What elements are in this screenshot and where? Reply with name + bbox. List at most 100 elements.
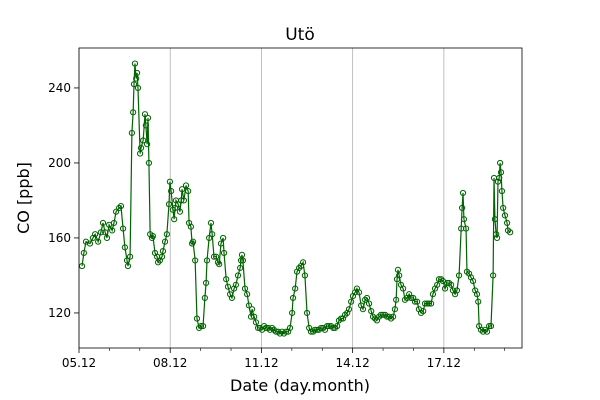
data-point — [217, 240, 225, 247]
data-point — [459, 189, 467, 197]
data-point — [389, 313, 397, 320]
data-point — [289, 309, 296, 317]
data-point — [241, 285, 249, 292]
data-point — [475, 298, 482, 305]
data-point — [117, 202, 125, 210]
data-point — [448, 281, 455, 288]
data-point — [410, 294, 417, 302]
data-line — [81, 63, 511, 335]
data-point — [424, 300, 431, 307]
data-point — [109, 227, 116, 234]
data-point — [482, 326, 489, 333]
data-point — [386, 313, 393, 320]
data-point — [429, 291, 437, 298]
data-point — [175, 201, 182, 208]
data-point — [92, 231, 99, 238]
data-point — [400, 285, 407, 292]
data-point — [453, 287, 461, 294]
data-point — [193, 315, 201, 322]
data-point — [476, 322, 483, 330]
data-point — [301, 272, 309, 279]
data-point — [459, 204, 466, 212]
y-axis-label: CO [ppb] — [14, 162, 33, 234]
data-point — [472, 287, 479, 294]
x-tick-label: 05.12 — [62, 356, 96, 370]
data-point — [216, 261, 223, 268]
data-point — [507, 229, 514, 236]
data-point — [192, 257, 199, 264]
data-point — [469, 277, 477, 285]
data-point — [227, 291, 234, 298]
x-tick-label: 17.12 — [427, 356, 461, 370]
data-point — [498, 187, 506, 195]
data-point — [178, 197, 185, 204]
data-point — [501, 212, 509, 219]
data-point — [421, 300, 429, 307]
x-tick-label: 14.12 — [335, 356, 369, 370]
data-point — [154, 259, 162, 266]
data-point — [165, 201, 173, 208]
data-point — [144, 114, 152, 122]
data-point — [324, 322, 331, 330]
data-point — [102, 229, 109, 236]
data-point — [296, 264, 303, 272]
data-point — [130, 109, 137, 116]
x-tick-label: 08.12 — [153, 356, 187, 370]
data-point — [268, 324, 276, 332]
data-point — [223, 276, 230, 283]
data-point — [441, 285, 449, 292]
data-point — [237, 264, 244, 272]
data-point — [345, 306, 353, 313]
data-point — [234, 272, 242, 279]
data-point — [289, 294, 297, 302]
data-point — [286, 324, 294, 332]
data-point — [465, 270, 473, 277]
data-point — [299, 259, 307, 266]
data-point — [486, 322, 493, 330]
data-point — [344, 309, 351, 317]
y-tick-label: 160 — [48, 231, 71, 245]
data-point — [493, 231, 500, 238]
data-point — [201, 294, 208, 302]
data-point — [483, 328, 491, 335]
data-point — [86, 240, 94, 247]
data-point — [112, 208, 120, 215]
data-point — [80, 249, 87, 257]
data-point — [206, 234, 213, 242]
data-point — [252, 319, 260, 326]
data-point — [500, 204, 507, 212]
data-point — [171, 216, 178, 223]
chart-title: Utö — [285, 25, 315, 45]
data-point — [142, 122, 149, 129]
data-point — [394, 266, 402, 273]
data-point — [145, 159, 153, 167]
data-point — [407, 294, 415, 302]
data-point — [359, 306, 367, 313]
data-point — [228, 294, 236, 302]
data-point — [358, 302, 365, 309]
data-point — [210, 253, 218, 260]
y-tick-label: 200 — [48, 156, 71, 170]
data-point — [490, 272, 497, 279]
data-point — [197, 322, 205, 330]
data-point — [251, 313, 258, 320]
data-point — [311, 326, 319, 333]
data-point — [158, 253, 166, 260]
data-point — [434, 281, 441, 288]
data-point — [334, 322, 341, 330]
data-point — [185, 219, 193, 227]
data-point — [248, 306, 256, 313]
data-point — [189, 238, 197, 245]
data-point — [473, 291, 481, 298]
data-point — [137, 144, 145, 152]
data-point — [460, 216, 468, 223]
data-point — [134, 84, 142, 92]
data-point — [137, 150, 144, 157]
data-point — [420, 307, 427, 315]
data-point — [224, 283, 232, 290]
data-point — [207, 219, 215, 227]
data-point — [238, 251, 246, 258]
data-point — [124, 262, 132, 270]
plot-frame — [78, 47, 523, 349]
